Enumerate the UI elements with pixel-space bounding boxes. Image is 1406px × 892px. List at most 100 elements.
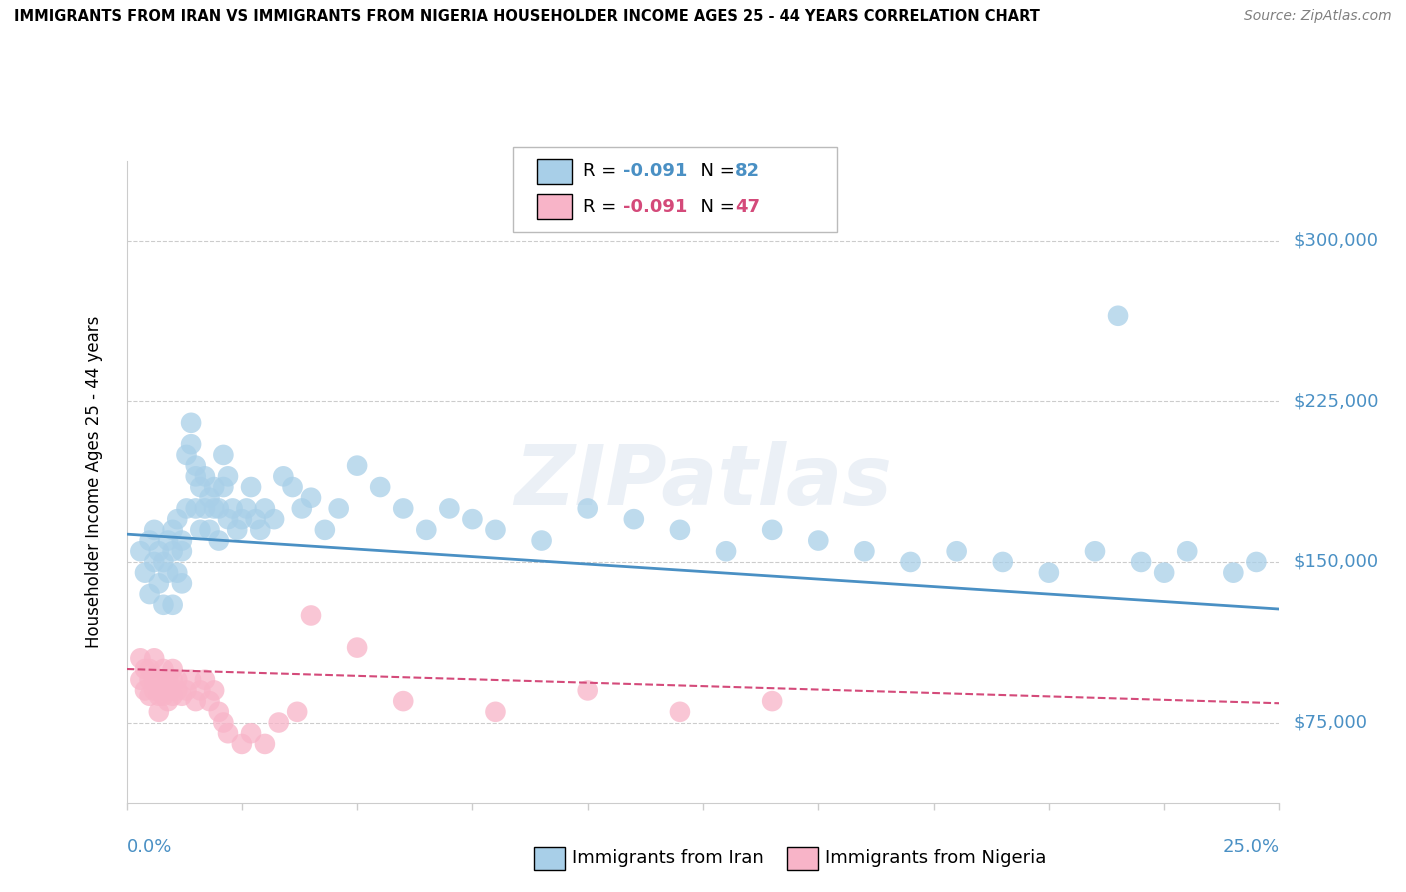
- Point: [152, 683, 174, 698]
- Point: [576, 683, 599, 698]
- Text: 0.0%: 0.0%: [127, 838, 172, 856]
- Point: [143, 651, 166, 665]
- Point: [202, 501, 225, 516]
- Point: [226, 523, 249, 537]
- Point: [184, 458, 207, 473]
- Point: [148, 673, 170, 687]
- Point: [184, 694, 207, 708]
- Point: [530, 533, 553, 548]
- Point: [761, 694, 783, 708]
- Point: [346, 458, 368, 473]
- Point: [198, 523, 221, 537]
- Point: [245, 512, 267, 526]
- Point: [208, 705, 231, 719]
- Point: [212, 480, 235, 494]
- Point: [198, 694, 221, 708]
- Point: [157, 533, 180, 548]
- Point: [162, 523, 184, 537]
- Point: [148, 544, 170, 558]
- Text: -0.091: -0.091: [623, 198, 688, 216]
- Point: [152, 662, 174, 676]
- Text: 47: 47: [735, 198, 761, 216]
- Point: [1107, 309, 1129, 323]
- Point: [714, 544, 737, 558]
- Point: [194, 673, 217, 687]
- Point: [281, 480, 304, 494]
- Point: [143, 555, 166, 569]
- Text: $225,000: $225,000: [1294, 392, 1379, 410]
- Text: ZIPatlas: ZIPatlas: [515, 442, 891, 522]
- Point: [1130, 555, 1153, 569]
- Point: [143, 683, 166, 698]
- Point: [900, 555, 922, 569]
- Text: Source: ZipAtlas.com: Source: ZipAtlas.com: [1244, 9, 1392, 23]
- Text: N =: N =: [689, 162, 741, 180]
- Text: 25.0%: 25.0%: [1222, 838, 1279, 856]
- Point: [314, 523, 336, 537]
- Text: IMMIGRANTS FROM IRAN VS IMMIGRANTS FROM NIGERIA HOUSEHOLDER INCOME AGES 25 - 44 : IMMIGRANTS FROM IRAN VS IMMIGRANTS FROM …: [14, 9, 1040, 24]
- Point: [392, 694, 415, 708]
- Point: [208, 533, 231, 548]
- Point: [267, 715, 290, 730]
- Point: [392, 501, 415, 516]
- Point: [299, 608, 322, 623]
- Point: [623, 512, 645, 526]
- Point: [166, 673, 188, 687]
- Point: [162, 689, 184, 703]
- Text: R =: R =: [583, 162, 623, 180]
- Point: [1175, 544, 1198, 558]
- Point: [134, 683, 156, 698]
- Point: [1084, 544, 1107, 558]
- Point: [170, 544, 193, 558]
- Point: [138, 587, 160, 601]
- Point: [152, 555, 174, 569]
- Point: [415, 523, 437, 537]
- Point: [217, 512, 239, 526]
- Point: [273, 469, 295, 483]
- Point: [188, 523, 211, 537]
- Point: [231, 737, 253, 751]
- Point: [134, 662, 156, 676]
- Point: [162, 662, 184, 676]
- Point: [217, 726, 239, 740]
- Point: [253, 737, 276, 751]
- Text: -0.091: -0.091: [623, 162, 688, 180]
- Text: $150,000: $150,000: [1294, 553, 1379, 571]
- Point: [157, 566, 180, 580]
- Point: [576, 501, 599, 516]
- Point: [157, 694, 180, 708]
- Point: [138, 533, 160, 548]
- Point: [285, 705, 308, 719]
- Point: [328, 501, 350, 516]
- Point: [170, 576, 193, 591]
- Point: [202, 480, 225, 494]
- Point: [669, 523, 692, 537]
- Point: [129, 673, 152, 687]
- Point: [212, 448, 235, 462]
- Point: [194, 501, 217, 516]
- Point: [221, 501, 243, 516]
- Point: [176, 448, 198, 462]
- Y-axis label: Householder Income Ages 25 - 44 years: Householder Income Ages 25 - 44 years: [84, 316, 103, 648]
- Point: [945, 544, 967, 558]
- Point: [807, 533, 830, 548]
- Point: [240, 480, 263, 494]
- Point: [170, 533, 193, 548]
- Point: [152, 598, 174, 612]
- Point: [1038, 566, 1060, 580]
- Point: [761, 523, 783, 537]
- Point: [208, 501, 231, 516]
- Point: [240, 726, 263, 740]
- Point: [152, 689, 174, 703]
- Text: $300,000: $300,000: [1294, 232, 1378, 250]
- Point: [143, 673, 166, 687]
- Point: [484, 523, 506, 537]
- Point: [166, 683, 188, 698]
- Point: [176, 501, 198, 516]
- Point: [249, 523, 271, 537]
- Text: $75,000: $75,000: [1294, 714, 1368, 731]
- Point: [134, 566, 156, 580]
- Point: [198, 491, 221, 505]
- Text: Immigrants from Iran: Immigrants from Iran: [572, 849, 763, 867]
- Point: [217, 469, 239, 483]
